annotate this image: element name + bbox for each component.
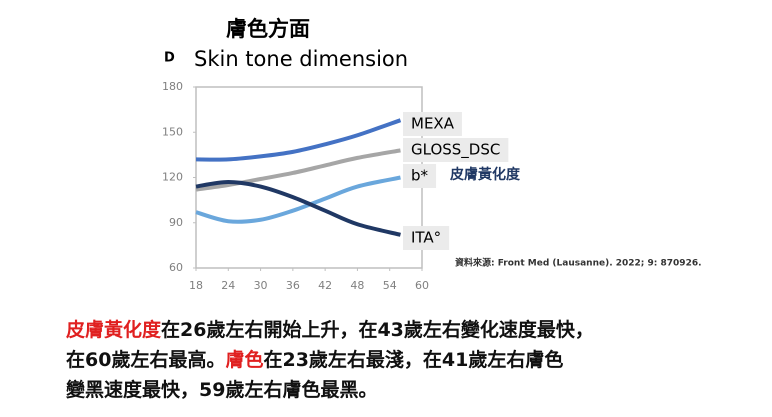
paragraph-segment: 膚色 [225,348,263,371]
series-line [195,175,401,224]
y-tick-label: 150 [162,125,183,138]
chart-title: 膚色方面 [226,17,310,41]
paragraph-line: 在60歲左右最高。膚色在23歲左右最淺，在41歲左右膚色 [66,348,563,371]
paragraph-segment: 在60歲左右最高。 [66,348,225,371]
x-tick-label: 36 [286,279,300,292]
legend-label: MEXA [411,115,455,133]
annotation: 皮膚黃化度 [449,166,521,183]
paragraph-segment: 在26歲左右開始上升，在43歲左右變化速度最快， [161,318,594,341]
legend-label: ITA° [411,229,441,247]
y-tick-label: 60 [169,261,183,274]
x-tick-label: 48 [350,279,364,292]
series-line [195,118,402,162]
legend-label: GLOSS_DSC [411,141,500,160]
panel-label: D [164,51,175,66]
x-tick-label: 18 [189,279,203,292]
legend-box [403,164,437,188]
x-tick-label: 30 [254,279,268,292]
paragraph-segment: 皮膚黃化度 [66,318,162,341]
x-tick-label: 60 [415,279,429,292]
y-tick-label: 180 [162,80,183,93]
paragraph-line: 皮膚黃化度在26歲左右開始上升，在43歲左右變化速度最快， [66,318,594,341]
source: 資料來源: Front Med (Lausanne). 2022; 9: 870… [455,257,702,269]
x-tick-label: 54 [383,279,397,292]
legend-box [403,226,450,250]
subtitle: Skin tone dimension [194,47,408,71]
y-tick-label: 90 [169,216,183,229]
x-tick-label: 24 [221,279,235,292]
paragraph-line: 變黑速度最快，59歲左右膚色最黑。 [66,378,377,401]
legend-box [403,112,462,136]
x-tick-label: 42 [318,279,332,292]
series-line [195,180,401,237]
legend-box [403,138,509,162]
paragraph-segment: 在23歲左右最淺，在41歲左右膚色 [263,348,563,371]
legend-label: b* [411,167,429,185]
series-line [195,148,401,192]
y-tick-label: 120 [162,171,183,184]
paragraph-segment: 變黑速度最快，59歲左右膚色最黑。 [66,378,377,401]
